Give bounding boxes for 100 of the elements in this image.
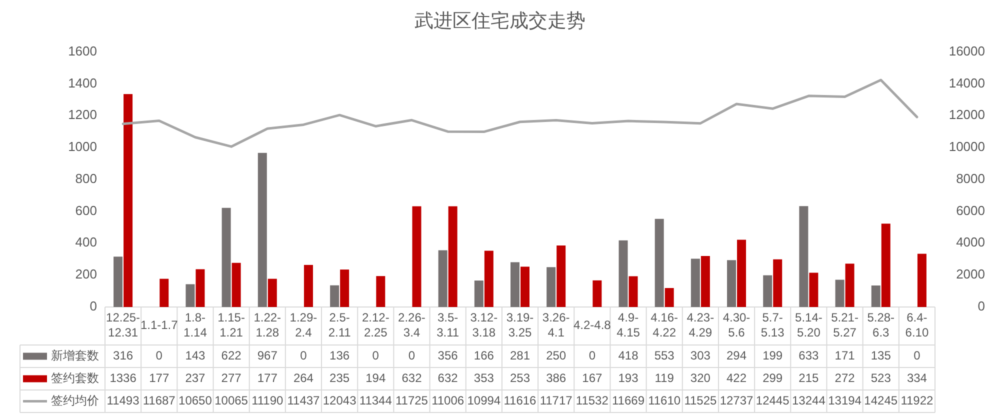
x-tick-label: 4.16-4.22 — [650, 310, 678, 340]
data-label: 353 — [474, 370, 494, 385]
y2-tick-label: 0 — [978, 298, 985, 314]
bar — [881, 224, 890, 307]
data-label: 0 — [300, 348, 308, 362]
data-label: 633 — [798, 348, 820, 362]
data-label: 12043 — [322, 393, 357, 408]
data-label: 177 — [149, 370, 170, 385]
bar — [412, 206, 422, 307]
data-label: 356 — [438, 348, 458, 362]
data-label: 422 — [726, 370, 747, 385]
data-label: 119 — [654, 370, 674, 385]
data-label: 0 — [588, 348, 596, 362]
data-label: 11525 — [684, 393, 717, 408]
data-label: 264 — [293, 370, 314, 385]
data-label: 272 — [834, 370, 856, 385]
y2-tick-label: 2000 — [956, 266, 985, 282]
data-label: 136 — [330, 348, 350, 362]
legend-label: 签约套数 — [51, 370, 99, 385]
bar — [330, 285, 340, 307]
y-tick-label: 1000 — [68, 139, 97, 154]
x-tick-label: 4.23-4.29 — [686, 310, 714, 340]
data-label: 167 — [582, 370, 603, 385]
bar — [520, 266, 530, 307]
bar — [845, 264, 854, 307]
x-tick-label: 4.2-4.8 — [573, 318, 612, 332]
bar — [474, 280, 484, 307]
data-label: 250 — [546, 348, 566, 362]
y2-tick-label: 6000 — [956, 202, 985, 218]
data-label: 14245 — [864, 393, 898, 408]
y2-tick-label: 16000 — [948, 43, 985, 58]
y-tick-label: 200 — [75, 266, 97, 282]
y-tick-label: 1600 — [68, 43, 97, 58]
x-tick-label: 5.7-5.13 — [760, 310, 785, 340]
bar — [664, 288, 674, 307]
y-tick-label: 1200 — [68, 107, 97, 122]
data-label: 237 — [185, 370, 206, 385]
data-label: 1336 — [110, 370, 137, 385]
bar — [124, 94, 133, 307]
data-label: 0 — [372, 348, 380, 362]
x-tick-label: 4.30-5.6 — [722, 310, 750, 340]
bar — [268, 278, 277, 307]
x-tick-label: 12.25-12.31 — [106, 310, 140, 340]
y2-tick-label: 10000 — [948, 139, 985, 154]
data-label: 299 — [762, 370, 783, 385]
data-label: 0 — [914, 348, 921, 362]
bar — [835, 280, 844, 307]
data-label: 11344 — [359, 393, 392, 408]
y2-tick-label: 8000 — [956, 170, 985, 186]
x-tick-label: 3.12-3.18 — [470, 310, 498, 340]
data-label: 10994 — [467, 393, 501, 408]
y2-tick-label: 14000 — [948, 75, 985, 90]
data-label: 10650 — [178, 393, 212, 408]
x-tick-label: 5.21-5.27 — [831, 310, 858, 340]
data-label: 143 — [185, 348, 206, 362]
bar — [618, 240, 628, 307]
bar — [727, 260, 736, 307]
data-label: 11006 — [432, 393, 464, 408]
bar — [222, 208, 231, 307]
data-label: 553 — [654, 348, 675, 362]
y-tick-label: 400 — [75, 234, 97, 250]
bar — [340, 270, 350, 307]
data-label: 13194 — [828, 393, 862, 408]
x-tick-label: 4.9-4.15 — [616, 310, 640, 340]
data-label: 11725 — [395, 393, 428, 408]
data-label: 632 — [438, 370, 458, 385]
bar — [160, 278, 169, 307]
data-label: 0 — [156, 348, 163, 362]
data-label: 523 — [870, 370, 892, 385]
bar — [592, 280, 602, 307]
bar — [304, 264, 313, 307]
data-label: 0 — [408, 348, 416, 362]
data-label: 13244 — [792, 393, 826, 408]
data-label: 11437 — [287, 393, 320, 408]
data-label: 171 — [834, 348, 856, 362]
title: 武进区住宅成交走势 — [414, 11, 586, 32]
data-label: 334 — [906, 370, 928, 385]
bar — [484, 250, 494, 307]
bar — [556, 245, 566, 307]
x-tick-label: 5.14-5.20 — [795, 310, 822, 340]
x-tick-label: 5.28-6.3 — [867, 310, 895, 340]
data-label: 320 — [690, 370, 711, 385]
x-tick-label: 1.15-1.21 — [218, 310, 245, 340]
bar — [763, 275, 772, 307]
y-tick-label: 800 — [75, 170, 97, 186]
bar — [448, 206, 458, 307]
data-label: 386 — [546, 370, 566, 385]
data-label: 11493 — [106, 393, 140, 408]
data-label: 294 — [726, 348, 747, 362]
data-label: 11687 — [142, 393, 176, 408]
data-label: 11610 — [648, 393, 681, 408]
data-label: 215 — [798, 370, 820, 385]
bar — [258, 152, 267, 307]
data-label: 194 — [366, 370, 386, 385]
data-label: 277 — [221, 370, 242, 385]
data-label: 11616 — [504, 393, 537, 408]
data-label: 967 — [257, 348, 278, 362]
x-tick-label: 2.26-3.4 — [398, 310, 426, 340]
legend-label: 新增套数 — [51, 348, 99, 362]
data-label: 11190 — [252, 393, 284, 408]
